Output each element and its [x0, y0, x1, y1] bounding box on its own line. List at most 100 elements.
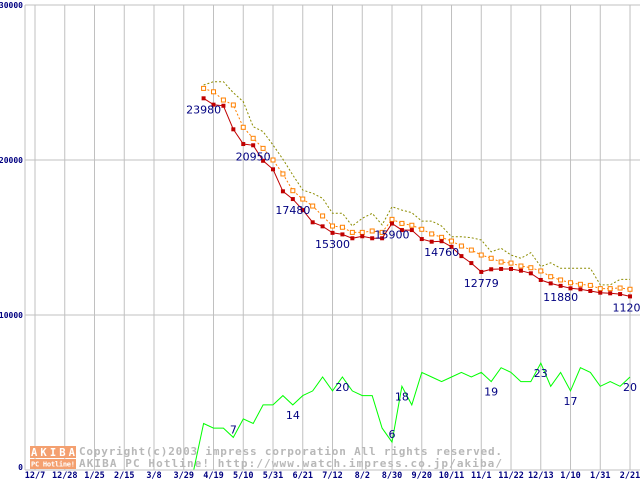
x-tick-label: 1/31 [590, 471, 610, 480]
min-point [271, 167, 276, 172]
average-point [429, 231, 435, 237]
min-point [350, 236, 355, 241]
min-point [489, 267, 494, 272]
average-point [617, 285, 623, 291]
average-point [597, 286, 603, 292]
x-tick-label: 12/28 [52, 471, 78, 480]
min-point [261, 158, 266, 163]
min-point [518, 268, 523, 273]
min-point [300, 208, 305, 213]
min-data-label: 11880 [543, 291, 578, 304]
x-tick-label: 3/8 [146, 471, 161, 480]
min-point [548, 281, 553, 286]
shop-count-data-label: 20 [335, 381, 349, 394]
shop-count-data-label: 20 [623, 381, 637, 394]
x-tick-label: 7/12 [322, 471, 342, 480]
average-point [587, 282, 593, 288]
min-point [499, 266, 504, 271]
min-data-label: 23980 [186, 103, 221, 116]
min-point [568, 286, 573, 291]
shop-count-data-label: 14 [286, 409, 300, 422]
x-tick-label: 6/21 [293, 471, 313, 480]
copyright-text: Copyright(c)2003 impress corporation All… [79, 445, 502, 458]
min-data-label: 11200 [613, 301, 640, 314]
x-tick-label: 9/20 [412, 471, 432, 480]
x-tick-label: 2/15 [114, 471, 134, 480]
shop-count-data-label: 23 [534, 367, 548, 380]
x-tick-label: 8/2 [355, 471, 370, 480]
y-tick-label: 10000 [0, 311, 23, 320]
average-point [310, 203, 316, 209]
min-point [290, 197, 295, 202]
average-point [399, 220, 405, 226]
data-labels: 23980 20950 17480 15300 15900 14760 12779 11880… [186, 103, 640, 441]
min-point [608, 291, 613, 296]
average-point [280, 171, 286, 177]
average-point [409, 222, 415, 228]
x-tick-label: 4/19 [203, 471, 223, 480]
average-point [468, 247, 474, 253]
average-point [240, 124, 246, 130]
logo-hotline-box [30, 459, 76, 469]
min-point [528, 271, 533, 276]
y-tick-label: 20000 [0, 156, 23, 165]
average-point [250, 135, 256, 141]
average-point [349, 229, 355, 235]
min-data-label: 15900 [375, 229, 410, 242]
average-point [449, 238, 455, 244]
average-point [419, 226, 425, 232]
min-point [241, 142, 246, 147]
average-point [538, 268, 544, 274]
logo-akiba-box [30, 446, 76, 458]
average-point [359, 229, 365, 235]
watermark: AKIBA PC Hotline! Copyright(c)2003 impre… [30, 445, 502, 470]
min-point [251, 143, 256, 148]
average-point [439, 234, 445, 240]
x-tick-label: 5/10 [233, 471, 253, 480]
x-tick-label: 8/30 [382, 471, 402, 480]
logo-hotline: PC Hotline! [31, 461, 75, 469]
average-point [230, 102, 236, 108]
min-point [588, 288, 593, 293]
average-point [577, 281, 583, 287]
y-tick-label: 30000 [0, 1, 23, 10]
min-data-label: 17480 [275, 204, 310, 217]
average-point [260, 145, 266, 151]
max-series-line [203, 81, 630, 286]
min-point [469, 261, 474, 266]
min-point [558, 283, 563, 288]
average-point [627, 286, 633, 292]
shop-count-data-label: 7 [230, 423, 237, 436]
min-point [449, 244, 454, 249]
average-point [458, 243, 464, 249]
min-point [578, 287, 583, 292]
average-point [568, 280, 574, 286]
min-point [429, 239, 434, 244]
x-tick-label: 5/31 [263, 471, 283, 480]
min-point [409, 228, 414, 233]
average-point [478, 252, 484, 258]
average-point [389, 216, 395, 222]
min-point [330, 230, 335, 235]
min-point [211, 102, 216, 107]
x-tick-label: 12/7 [25, 471, 45, 480]
average-series-line [203, 87, 631, 290]
x-tick-label: 2/21 [620, 471, 640, 480]
x-tick-label: 3/29 [174, 471, 194, 480]
min-point [618, 292, 623, 297]
min-point [280, 189, 285, 194]
min-point [538, 277, 543, 282]
min-point [399, 228, 404, 233]
average-point [270, 157, 276, 163]
average-point [379, 229, 385, 235]
average-point [201, 85, 207, 91]
min-point [231, 127, 236, 132]
shop-count-data-label: 19 [484, 386, 498, 399]
min-point [340, 232, 345, 237]
min-point [380, 236, 385, 241]
min-point [310, 220, 315, 225]
average-point [518, 263, 524, 269]
average-point [558, 277, 564, 283]
average-point [211, 89, 217, 95]
